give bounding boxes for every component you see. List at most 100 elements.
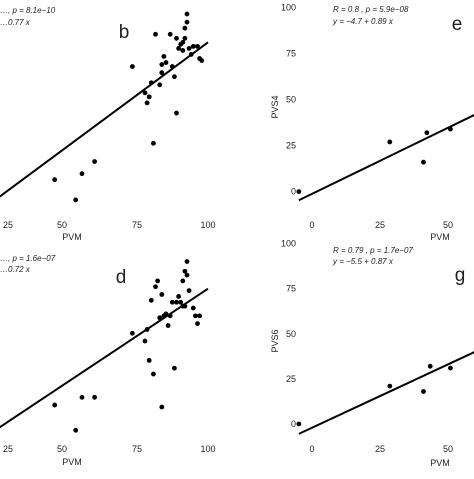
panel-b-point-25 — [182, 25, 188, 31]
panel-g-point-3 — [427, 363, 433, 369]
panel-b-regression-line — [0, 41, 209, 198]
panel-b-x-axis-label: PVM — [62, 232, 82, 242]
panel-d-point-14 — [159, 292, 165, 297]
panel-d-point-31 — [190, 305, 196, 311]
panel-b-point-5 — [142, 90, 148, 96]
panel-e-point-3 — [424, 130, 430, 136]
panel-b-x-tick-label: 25 — [3, 220, 13, 230]
panel-b-point-1 — [73, 197, 79, 203]
panel-d-point-0 — [52, 402, 58, 408]
panel-e-stats-line-0: R = 0.8 , p = 5.9e−08 — [333, 5, 409, 14]
panel-b-point-28 — [184, 11, 190, 17]
panel-g-y-tick-label: 75 — [286, 284, 296, 294]
panel-d-point-16 — [163, 311, 169, 317]
panel-e-y-axis-label: PVS4 — [270, 95, 280, 118]
panel-b-point-8 — [148, 80, 154, 86]
panel-e-x-tick-label: 25 — [375, 220, 385, 230]
panel-d-stats-line-1: …0.72 x — [0, 265, 31, 274]
panel-g-x-tick-label: 0 — [309, 444, 314, 454]
panel-b-point-29 — [186, 46, 192, 51]
panel-g-y-tick-label: 100 — [281, 239, 296, 249]
panel-e-stats-line-1: y = −4.7 + 0.89 x — [332, 17, 394, 26]
panel-d-point-19 — [169, 299, 175, 305]
panel-d-point-3 — [92, 394, 97, 400]
panel-b-x-tick-label: 50 — [57, 220, 67, 230]
panel-g-regression-line — [298, 351, 474, 435]
panel-e-point-1 — [387, 139, 393, 145]
panel-d-point-12 — [157, 315, 163, 321]
panel-d-point-32 — [193, 313, 198, 319]
panel-b-point-18 — [172, 74, 177, 80]
panel-d-point-25 — [180, 278, 186, 284]
panel-d-letter: d — [116, 267, 127, 288]
panel-e-y-tick-label: 25 — [286, 141, 296, 151]
panel-b-letter: b — [119, 22, 130, 43]
panel-b-point-6 — [144, 100, 150, 106]
panel-e-x-tick-label: 0 — [309, 220, 314, 230]
panel-b-point-4 — [130, 64, 135, 69]
panel-d-x-tick-label: 25 — [3, 444, 13, 454]
panel-d-point-33 — [195, 321, 200, 326]
panel-b-point-13 — [159, 70, 165, 76]
panel-d-point-6 — [144, 327, 150, 332]
panel-b-point-26 — [182, 35, 188, 41]
panel-d-x-tick-label: 100 — [200, 444, 215, 454]
panel-b-point-31 — [190, 43, 196, 49]
panel-d-point-17 — [165, 323, 171, 328]
panel-d-point-26 — [182, 268, 188, 274]
panel-d-x-tick-label: 50 — [57, 444, 67, 454]
panel-d-point-2 — [79, 394, 85, 400]
panel-g-y-tick-label: 0 — [291, 419, 296, 429]
panel-b-point-16 — [167, 31, 173, 37]
panel-b-point-14 — [161, 54, 167, 59]
panel-b-stats-line-0: …, p = 8.1e−10 — [0, 6, 56, 15]
panel-b-point-30 — [188, 52, 194, 57]
panel-d-point-23 — [178, 299, 184, 305]
panel-e-point-2 — [421, 159, 426, 165]
panel-e-point-4 — [448, 126, 453, 132]
panel-b-point-32 — [195, 43, 200, 49]
panel-e-y-tick-label: 50 — [286, 95, 296, 105]
panel-b-point-12 — [159, 62, 165, 67]
panel-d-regression-line — [0, 287, 209, 429]
panel-d-point-29 — [184, 272, 190, 278]
panel-d-point-21 — [174, 299, 179, 305]
panel-d-x-tick-label: 75 — [132, 444, 142, 454]
panel-g-y-tick-label: 25 — [286, 374, 296, 384]
panel-d-point-4 — [130, 330, 135, 336]
panel-b-point-10 — [153, 31, 158, 37]
panel-g-point-2 — [421, 389, 426, 394]
panel-d-point-13 — [159, 404, 165, 410]
panel-d-point-9 — [151, 371, 156, 377]
panel-g-letter: g — [455, 265, 466, 286]
panel-e-x-tick-label: 50 — [443, 220, 453, 230]
panel-d-stats-line-0: …, p = 1.6e−07 — [0, 254, 56, 263]
panel-b-point-0 — [52, 177, 58, 183]
panel-g-y-tick-label: 50 — [286, 329, 296, 339]
panel-e-y-tick-label: 100 — [281, 3, 296, 13]
panel-e-letter: e — [452, 14, 463, 35]
panel-d-point-34 — [197, 313, 203, 319]
panel-b-point-11 — [157, 82, 163, 88]
panel-b-point-17 — [169, 64, 175, 69]
panel-d-point-11 — [155, 278, 161, 284]
panel-e-point-0 — [296, 189, 302, 195]
panel-d-point-30 — [186, 288, 192, 294]
panel-b-stats-line-1: …0.77 x — [0, 18, 31, 27]
panel-b-x-tick-label: 75 — [132, 220, 142, 230]
panel-g-stats-line-0: R = 0.79 , p = 1.7e−07 — [333, 246, 413, 255]
panel-d-point-5 — [142, 338, 148, 344]
panel-b-point-19 — [174, 110, 179, 116]
panel-b-point-9 — [151, 140, 156, 146]
panel-g-x-tick-label: 25 — [375, 444, 385, 454]
panel-b-point-7 — [146, 94, 152, 100]
panel-e-x-axis-label: PVM — [430, 232, 450, 242]
panel-d-point-1 — [73, 427, 79, 433]
panel-d-point-27 — [182, 303, 188, 309]
panel-g-point-0 — [296, 421, 302, 427]
panel-d-point-10 — [153, 284, 158, 290]
panel-g-stats-line-1: y = −5.5 + 0.87 x — [332, 257, 394, 266]
panel-d-point-20 — [172, 365, 177, 371]
